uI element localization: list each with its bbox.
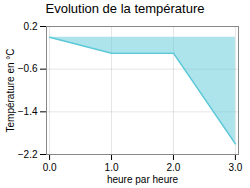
svg-text:−2.2: −2.2 (18, 149, 38, 160)
svg-text:0.0: 0.0 (43, 162, 57, 173)
svg-text:2.0: 2.0 (167, 162, 181, 173)
svg-text:1.0: 1.0 (105, 162, 119, 173)
svg-text:heure par heure: heure par heure (107, 174, 179, 185)
svg-text:−0.6: −0.6 (18, 63, 38, 74)
html-text:Evolution de la température: Evolution de la température (45, 1, 205, 16)
svg-text:Température en °C: Température en °C (5, 48, 16, 132)
svg-text:−1.4: −1.4 (18, 106, 38, 117)
svg-text:0.2: 0.2 (24, 21, 38, 32)
svg-text:3.0: 3.0 (228, 162, 242, 173)
